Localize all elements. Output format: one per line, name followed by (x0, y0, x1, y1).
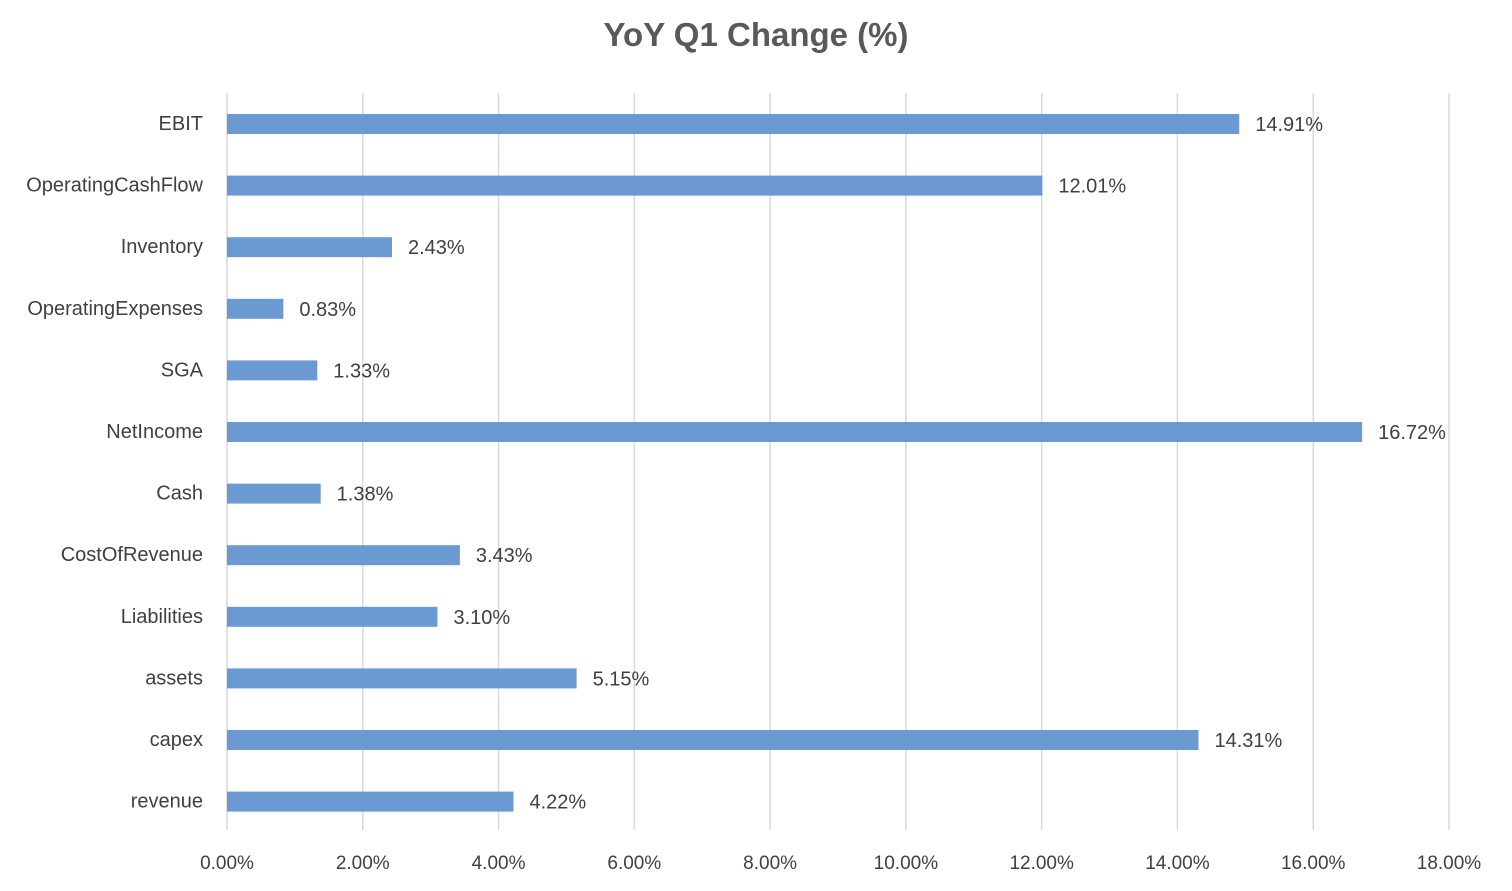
data-label: 1.33% (333, 360, 390, 382)
bar-costofrevenue (227, 545, 460, 566)
bar-revenue (227, 791, 514, 812)
x-tick-label: 0.00% (200, 853, 254, 874)
category-label: assets (145, 667, 203, 689)
category-label: Liabilities (121, 606, 203, 628)
category-label: NetIncome (106, 421, 203, 443)
category-label: OperatingExpenses (27, 298, 203, 320)
bar-cash (227, 483, 321, 504)
category-label: revenue (131, 791, 203, 813)
x-tick-label: 16.00% (1281, 853, 1346, 874)
bar-netincome (227, 422, 1363, 442)
bar-capex (227, 730, 1199, 750)
x-tick-label: 4.00% (472, 853, 526, 874)
x-tick-label: 2.00% (336, 853, 390, 874)
x-tick-label: 14.00% (1145, 853, 1210, 874)
bar-operatingexpenses (227, 298, 284, 319)
bar-sga (227, 360, 318, 381)
data-label: 14.31% (1214, 730, 1282, 752)
data-label: 1.38% (337, 484, 394, 506)
data-label: 16.72% (1378, 422, 1446, 444)
data-label: 5.15% (593, 668, 650, 690)
x-tick-label: 12.00% (1009, 853, 1074, 874)
data-label: 4.22% (529, 792, 586, 814)
data-label: 0.83% (299, 299, 356, 321)
bar-liabilities (227, 606, 438, 627)
data-label: 2.43% (408, 237, 465, 259)
bar-inventory (227, 237, 392, 258)
bar-ebit (227, 114, 1240, 134)
category-label: CostOfRevenue (61, 544, 203, 566)
category-label: EBIT (159, 113, 203, 135)
data-label: 3.43% (476, 545, 533, 567)
data-label: 3.10% (453, 607, 510, 629)
data-label: 14.91% (1255, 114, 1323, 136)
category-label: OperatingCashFlow (26, 175, 203, 197)
x-tick-label: 10.00% (874, 853, 939, 874)
data-label: 12.01% (1058, 176, 1126, 198)
category-label: SGA (161, 359, 204, 381)
chart-title: YoY Q1 Change (%) (603, 16, 909, 53)
x-tick-label: 8.00% (743, 853, 797, 874)
x-tick-label: 6.00% (607, 853, 661, 874)
category-label: Cash (156, 483, 203, 505)
x-tick-label: 18.00% (1417, 853, 1482, 874)
category-label: capex (150, 729, 203, 751)
category-label: Inventory (121, 236, 203, 258)
bar-assets (227, 668, 577, 689)
bar-operatingcashflow (227, 175, 1043, 196)
